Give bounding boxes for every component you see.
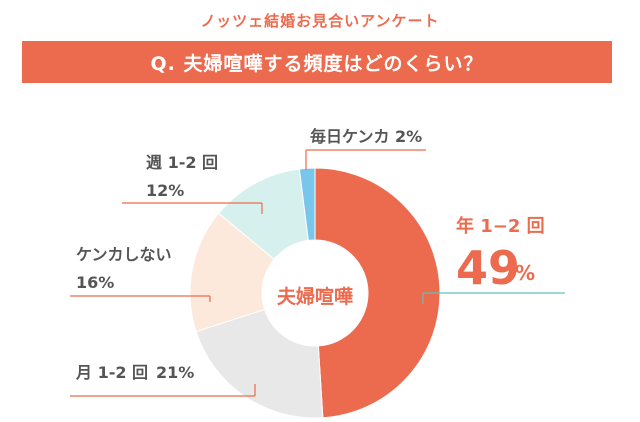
slice-value-monthly: 21% (156, 363, 194, 382)
slice-none (189, 212, 275, 333)
slice-value-none: 16% (76, 273, 114, 292)
slice-yearly (314, 167, 441, 419)
question-text: Q. 夫婦喧嘩する頻度はどのくらい？ (150, 52, 484, 75)
slice-label-yearly: 年 1−2 回 (456, 215, 545, 237)
center-label: 夫婦喧嘩 (277, 285, 353, 308)
slice-value-weekly: 12% (146, 181, 184, 200)
slice-unit-yearly: % (515, 261, 535, 285)
survey-title: ノッツェ結婚お見合いアンケート (200, 12, 440, 30)
slice-label-daily: 毎日ケンカ (310, 127, 390, 146)
slice-value-daily: 2% (395, 127, 422, 146)
slice-monthly (195, 308, 324, 419)
chart-slices (189, 167, 441, 419)
slice-label-monthly: 月 1-2 回 (75, 363, 148, 382)
slice-daily (298, 167, 316, 241)
slice-label-none: ケンカしない (76, 245, 172, 264)
slice-value-yearly: 49 (456, 241, 520, 295)
slice-label-weekly: 週 1-2 回 (146, 153, 218, 172)
question-banner: Q. 夫婦喧嘩する頻度はどのくらい？ (22, 41, 612, 83)
